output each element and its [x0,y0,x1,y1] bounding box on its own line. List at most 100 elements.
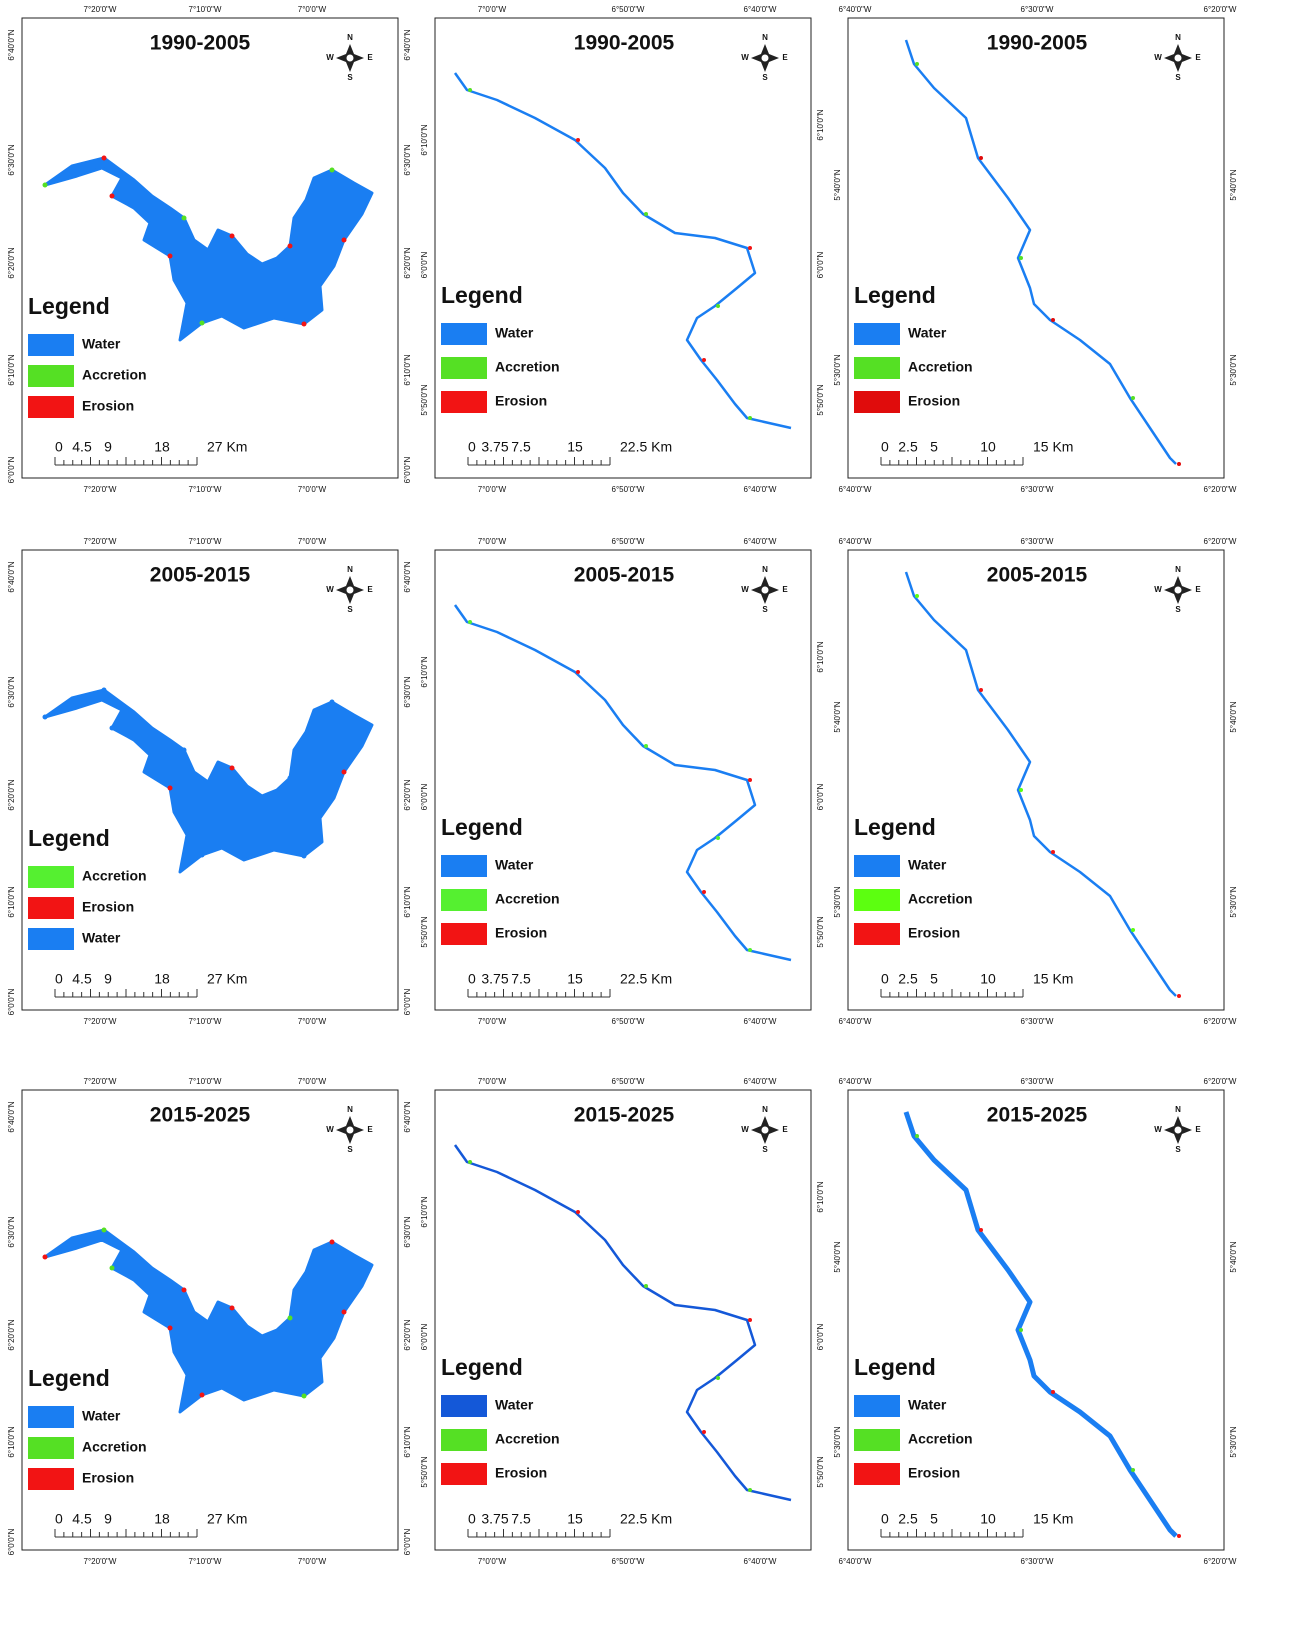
change-patch [1019,788,1023,792]
lon-label: 6°40'0"W [744,485,777,494]
legend-title: Legend [854,282,936,308]
change-patch [1019,256,1023,260]
lat-label: 6°10'0"N [7,886,16,917]
panel-title: 1990-2005 [574,32,675,55]
scale-label: 15 [567,439,583,455]
legend-swatch [28,396,74,418]
legend-label: Water [908,1397,947,1413]
compass-letter: W [741,1125,749,1134]
lon-label: 6°40'0"W [839,1077,872,1086]
map-frame [847,17,1225,479]
change-patch [1131,1468,1135,1472]
legend-swatch [441,855,487,877]
lat-label: 5°40'0"N [833,701,842,732]
lat-label: 6°10'0"N [816,109,825,140]
change-patch [915,62,919,66]
compass-letter: N [1175,565,1181,574]
lat-label: 6°10'0"N [403,1426,412,1457]
lat-label: 6°30'0"N [7,144,16,175]
legend-label: Water [82,1408,121,1424]
scale-label: 18 [154,1511,170,1527]
lon-label: 7°0'0"W [478,485,507,494]
lon-label: 7°0'0"W [298,1557,327,1566]
lat-label: 5°50'0"N [420,384,429,415]
lat-label: 6°0'0"N [7,1528,16,1555]
lon-label: 7°0'0"W [298,485,327,494]
legend-swatch [441,923,487,945]
change-patch [101,687,107,693]
change-patch [1177,994,1181,998]
compass-letter: W [741,585,749,594]
scale-label: 7.5 [511,439,531,455]
scale-label: 4.5 [72,439,92,455]
map-panel: 2015-2025 N S E W Legend Water Accretion Erosion… [7,1077,412,1566]
lat-label: 6°30'0"N [403,1216,412,1247]
lat-label: 6°10'0"N [7,1426,16,1457]
lat-label: 6°0'0"N [7,456,16,483]
lat-label: 6°30'0"N [7,676,16,707]
lat-label: 5°30'0"N [833,354,842,385]
change-patch [181,215,187,221]
scale-label: 22.5 Km [620,971,672,987]
legend-swatch [854,1395,900,1417]
map-panel: 2005-2015 N S E W Legend Water Accretion Erosion… [833,537,1238,1026]
river [453,72,792,430]
legend-label: Accretion [495,891,560,907]
change-patch [229,233,235,239]
change-patch [301,1393,307,1399]
change-patch [1131,928,1135,932]
scale-label: 4.5 [72,971,92,987]
compass-letter: N [762,565,768,574]
scale-label: 0 [55,439,63,455]
change-patch [287,243,293,249]
scale-label: 10 [980,1511,996,1527]
change-patch [748,1488,752,1492]
lat-label: 5°40'0"N [833,169,842,200]
panel-title: 1990-2005 [150,32,251,55]
lon-label: 7°10'0"W [189,5,222,14]
legend-label: Water [82,930,121,946]
legend-label: Erosion [908,1465,960,1481]
lat-label: 6°10'0"N [420,656,429,687]
lon-label: 6°50'0"W [612,485,645,494]
lat-label: 5°50'0"N [816,384,825,415]
change-patch [167,253,173,259]
lat-label: 6°40'0"N [403,1101,412,1132]
change-patch [915,1134,919,1138]
compass-letter: E [367,1125,373,1134]
compass-center [345,1125,355,1135]
legend-label: Water [908,857,947,873]
change-patch [42,182,48,188]
scale-label: 18 [154,971,170,987]
change-patch [979,1228,983,1232]
legend-title: Legend [441,282,523,308]
legend-label: Erosion [495,1465,547,1481]
compass-letter: W [1154,53,1162,62]
compass-letter: S [762,73,768,82]
scale-label: 22.5 Km [620,1511,672,1527]
lon-label: 6°30'0"W [1021,537,1054,546]
compass-center [345,53,355,63]
change-patch [1131,396,1135,400]
compass-letter: W [1154,585,1162,594]
legend-swatch [441,1463,487,1485]
legend-label: Erosion [82,398,134,414]
compass-letter: E [1195,53,1201,62]
scale-label: 15 Km [1033,971,1073,987]
lat-label: 6°10'0"N [420,124,429,155]
change-patch [341,237,347,243]
lon-label: 6°40'0"W [839,485,872,494]
lat-label: 6°0'0"N [7,988,16,1015]
lon-label: 7°10'0"W [189,537,222,546]
lon-label: 6°20'0"W [1204,1017,1237,1026]
change-patch [329,167,335,173]
change-patch [167,785,173,791]
scale-label: 18 [154,439,170,455]
lon-label: 6°20'0"W [1204,537,1237,546]
legend-title: Legend [854,814,936,840]
lat-label: 6°40'0"N [7,1101,16,1132]
legend-swatch [28,1437,74,1459]
lat-label: 6°20'0"N [7,1319,16,1350]
lat-label: 5°50'0"N [816,916,825,947]
